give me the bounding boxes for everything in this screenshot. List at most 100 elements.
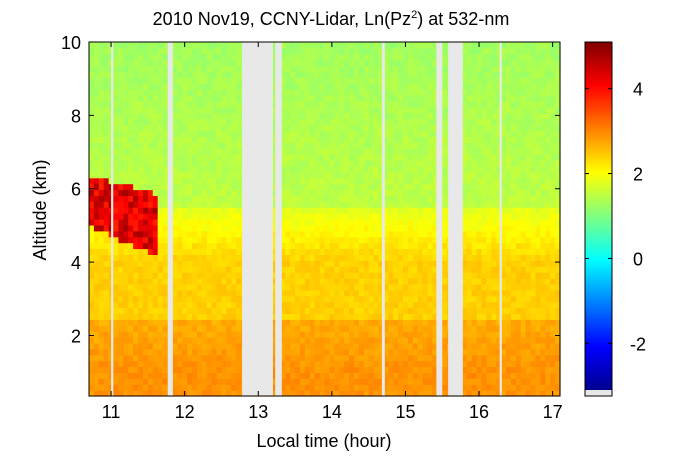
heatmap-cell	[471, 378, 478, 385]
heatmap-cell	[182, 325, 188, 332]
heatmap-cell	[157, 59, 164, 67]
heatmap-cell	[412, 224, 419, 232]
heatmap-cell	[358, 272, 365, 279]
heatmap-cell	[417, 71, 424, 78]
heatmap-cell	[226, 171, 232, 179]
heatmap-cell	[89, 248, 95, 255]
heatmap-cell	[216, 313, 223, 320]
heatmap-cell	[187, 201, 193, 208]
heatmap-cell	[290, 101, 296, 108]
heatmap-cell	[162, 248, 169, 255]
heatmap-cell	[378, 230, 384, 238]
heatmap-cell	[358, 207, 365, 214]
heatmap-cell	[412, 219, 419, 226]
heatmap-cell	[309, 195, 316, 202]
heatmap-cell	[466, 331, 473, 338]
heatmap-cell	[388, 366, 394, 373]
heatmap-cell	[319, 83, 326, 90]
heatmap-cell	[491, 360, 497, 368]
heatmap-cell	[221, 325, 227, 332]
heatmap-cell	[383, 213, 389, 220]
heatmap-cell	[383, 384, 389, 391]
heatmap-cell	[138, 42, 144, 49]
heatmap-cell	[270, 260, 277, 267]
heatmap-cell	[162, 71, 169, 78]
heatmap-cell	[98, 130, 105, 137]
heatmap-cell	[349, 348, 355, 356]
heatmap-cell	[196, 65, 203, 73]
heatmap-cell	[187, 289, 193, 297]
heatmap-cell	[295, 295, 301, 303]
heatmap-cell	[138, 219, 144, 226]
heatmap-cell	[226, 384, 232, 391]
heatmap-cell	[339, 77, 345, 84]
heatmap-cell	[398, 183, 404, 191]
heatmap-cell	[93, 360, 100, 368]
heatmap-cell	[201, 83, 208, 90]
heatmap-cell	[157, 230, 164, 238]
heatmap-cell	[147, 154, 154, 161]
heatmap-cell	[363, 42, 370, 49]
heatmap-cell	[319, 219, 326, 226]
heatmap-cell	[412, 278, 419, 285]
heatmap-cell	[358, 160, 365, 167]
heatmap-cell	[417, 124, 424, 132]
heatmap-cell	[358, 378, 365, 385]
heatmap-cell	[407, 77, 414, 84]
heatmap-cell	[432, 313, 438, 320]
heatmap-cell	[157, 390, 164, 397]
heatmap-cell	[344, 378, 350, 385]
heatmap-cell	[461, 360, 468, 368]
heatmap-cell	[290, 59, 296, 67]
heatmap-cell	[196, 142, 203, 149]
heatmap-cell	[216, 325, 223, 332]
heatmap-cell	[363, 118, 370, 126]
heatmap-cell	[339, 384, 345, 391]
heatmap-cell	[368, 189, 375, 196]
heatmap-cell	[118, 219, 124, 226]
heatmap-cell	[403, 313, 409, 320]
heatmap-cell	[133, 354, 139, 362]
heatmap-cell	[206, 89, 213, 96]
heatmap-cell	[280, 213, 286, 220]
heatmap-cell	[393, 112, 399, 120]
heatmap-cell	[93, 348, 100, 356]
heatmap-cell	[162, 219, 169, 226]
heatmap-cell	[349, 59, 355, 67]
heatmap-cell	[339, 236, 345, 244]
heatmap-cell	[466, 77, 473, 84]
heatmap-cell	[299, 65, 306, 73]
heatmap-cell	[133, 372, 139, 379]
heatmap-cell	[304, 242, 311, 250]
heatmap-cell	[142, 136, 149, 143]
heatmap-cell	[319, 130, 326, 137]
heatmap-cell	[319, 59, 326, 67]
heatmap-cell	[393, 266, 399, 273]
heatmap-cell	[290, 219, 296, 226]
heatmap-cell	[339, 71, 345, 78]
heatmap-cell	[177, 337, 183, 344]
heatmap-cell	[196, 124, 203, 132]
heatmap-cell	[373, 360, 380, 368]
heatmap-cell	[383, 360, 389, 368]
heatmap-cell	[471, 160, 478, 167]
heatmap-cell	[299, 307, 306, 314]
heatmap-cell	[157, 160, 164, 167]
heatmap-cell	[403, 142, 409, 149]
heatmap-cell	[221, 124, 227, 132]
heatmap-cell	[383, 101, 389, 108]
heatmap-cell	[152, 366, 159, 373]
heatmap-cell	[491, 89, 497, 96]
heatmap-cell	[304, 47, 311, 55]
heatmap-cell	[309, 254, 316, 261]
heatmap-cell	[334, 59, 340, 67]
heatmap-cell	[201, 42, 208, 49]
heatmap-cell	[270, 42, 277, 49]
heatmap-cell	[142, 378, 149, 385]
heatmap-cell	[319, 283, 326, 291]
heatmap-cell	[363, 95, 370, 102]
heatmap-cell	[329, 278, 335, 285]
heatmap-cell	[103, 207, 110, 214]
heatmap-cell	[280, 53, 286, 61]
heatmap-cell	[319, 248, 326, 255]
